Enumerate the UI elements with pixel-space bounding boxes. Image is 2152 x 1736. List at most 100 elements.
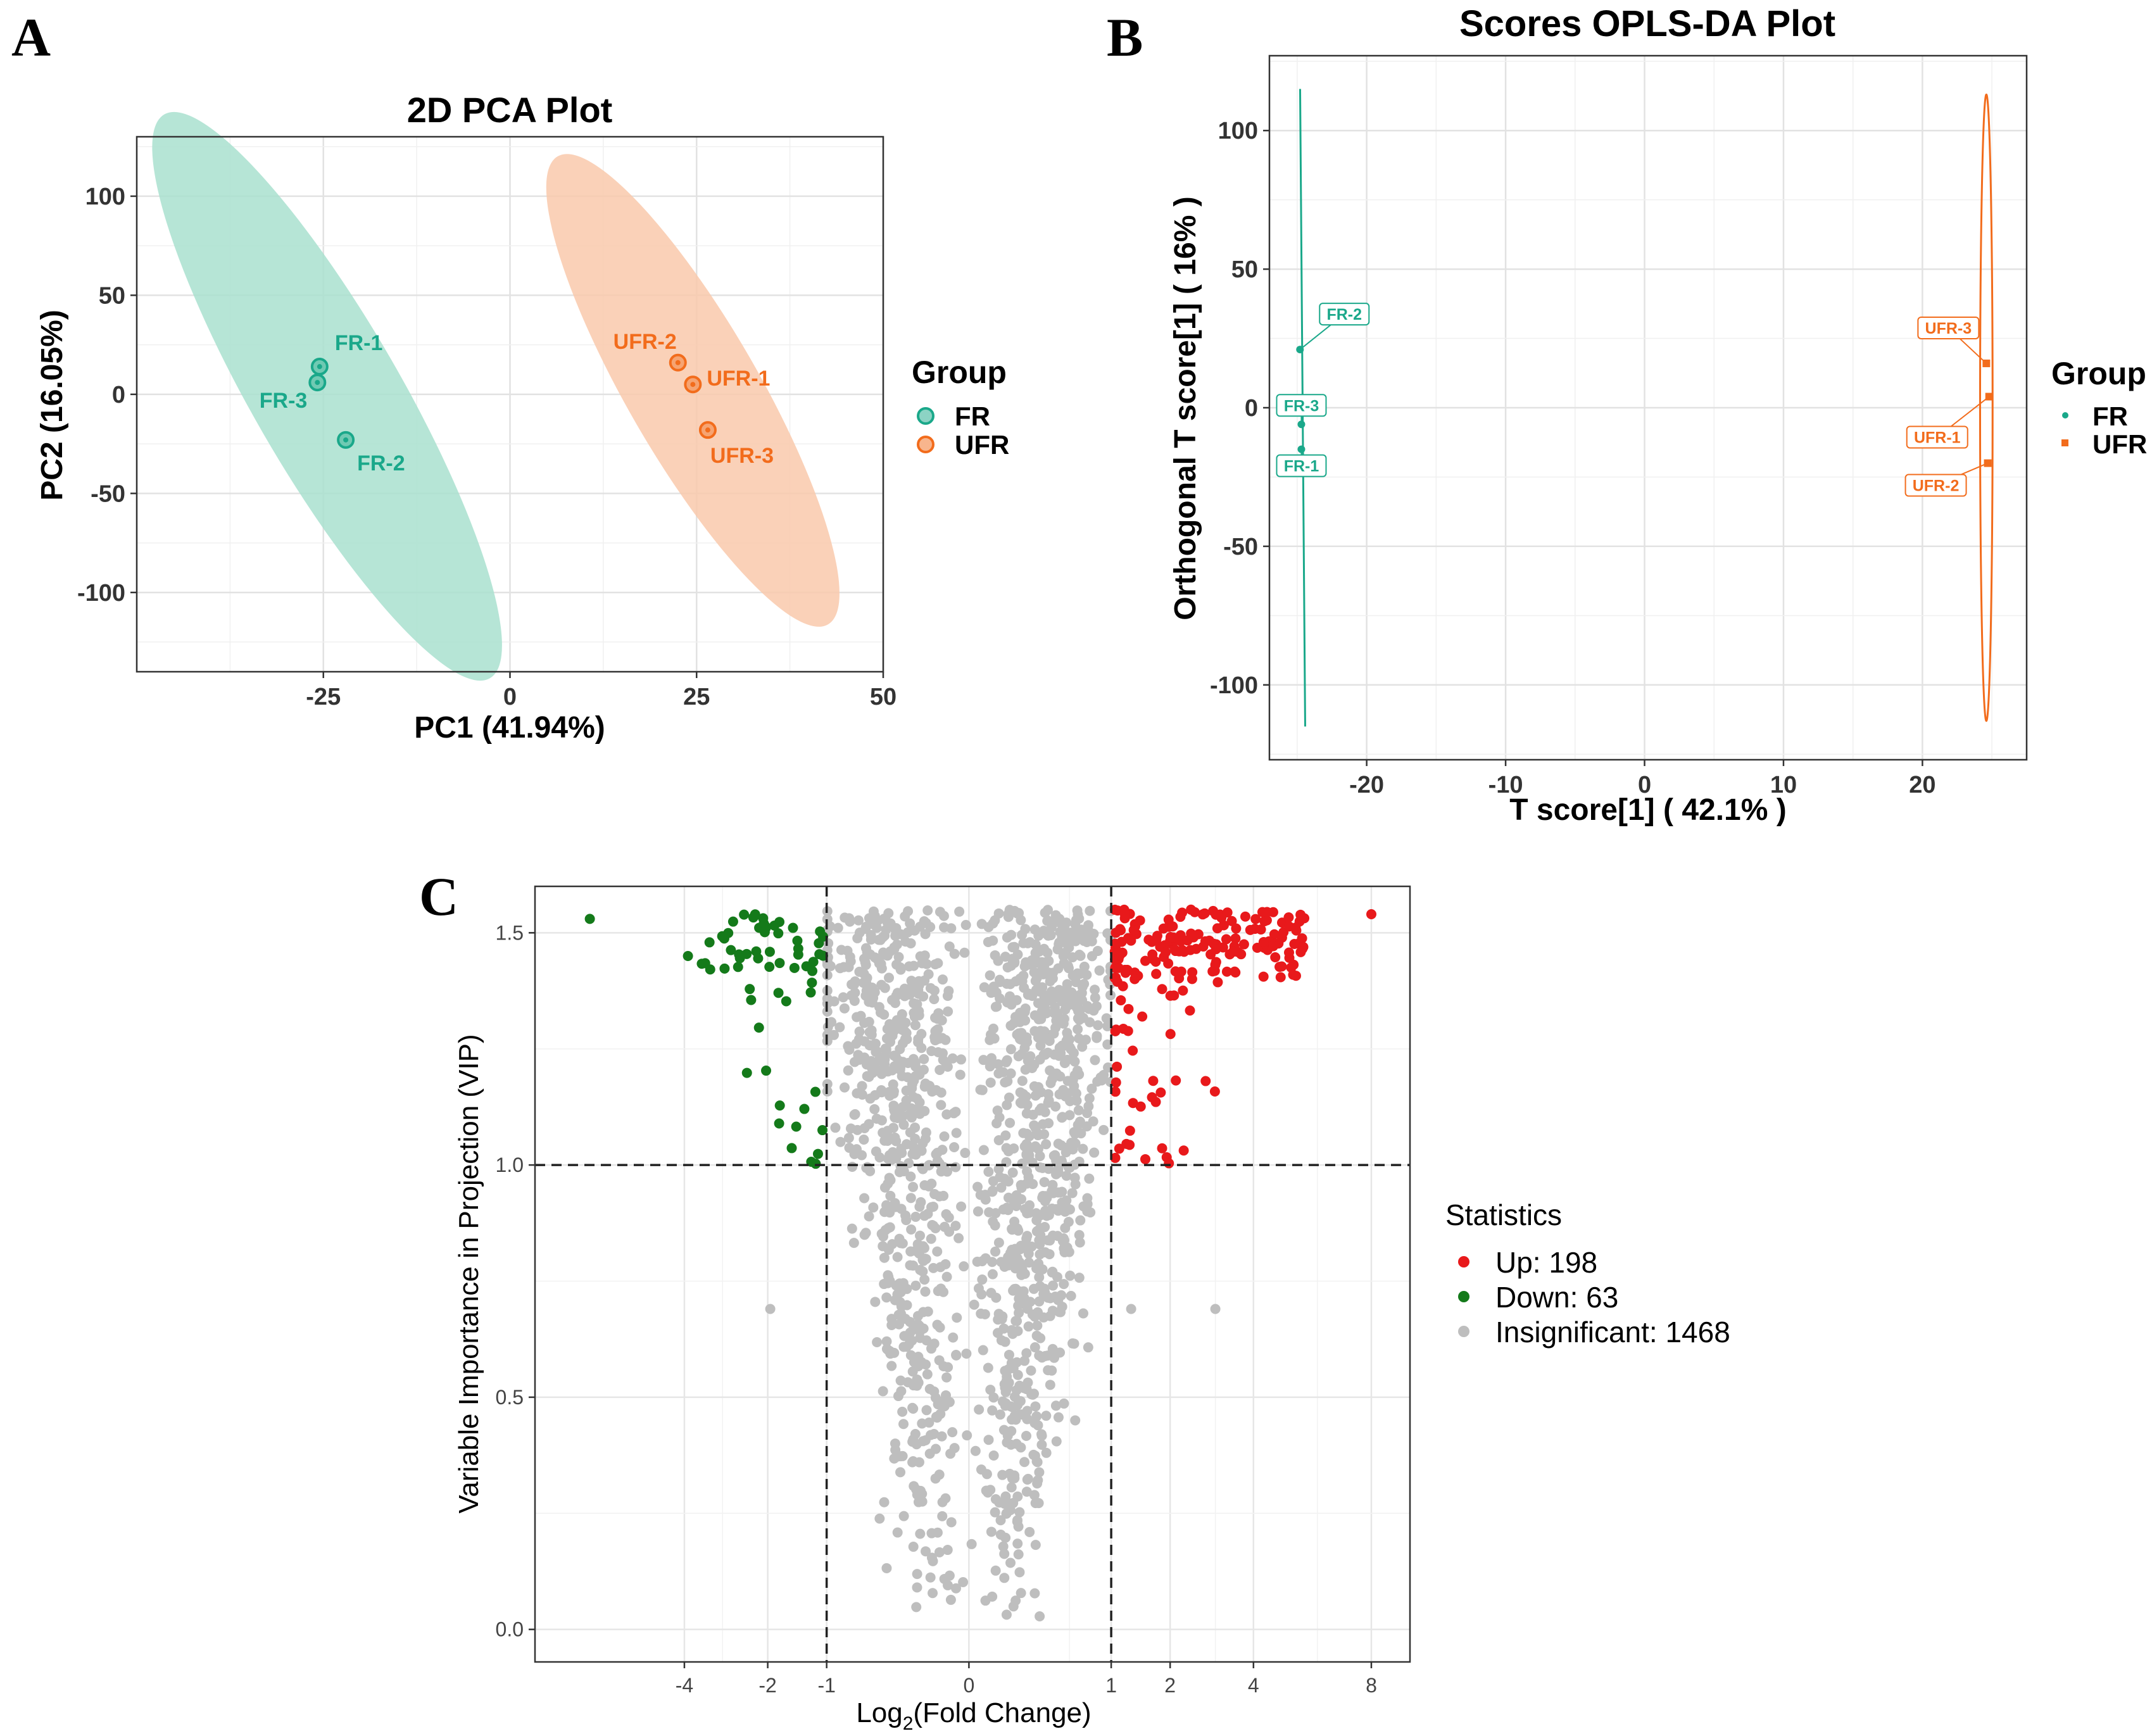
volcano-point-insig xyxy=(914,976,924,986)
volcano-point-insig xyxy=(944,941,955,952)
pca-point-core-fr-1 xyxy=(317,364,322,370)
volcano-point-down xyxy=(734,953,745,964)
volcano-point-insig xyxy=(930,1223,941,1233)
volcano-point-up xyxy=(1176,966,1186,977)
volcano-point-insig xyxy=(1015,1087,1026,1098)
volcano-point-insig xyxy=(1063,1216,1074,1227)
volcano-point-insig xyxy=(983,1435,994,1445)
volcano-point-insig xyxy=(859,969,869,979)
volcano-point-insig xyxy=(943,1212,954,1223)
volcano-point-insig xyxy=(1074,1230,1085,1240)
volcano-point-insig xyxy=(1019,1269,1030,1280)
volcano-point-insig xyxy=(1000,1077,1010,1088)
volcano-point-insig xyxy=(1038,969,1049,979)
volcano-point-down xyxy=(719,963,730,974)
oplsda-x-tick-label: -10 xyxy=(1488,772,1523,798)
volcano-point-insig xyxy=(978,1145,989,1155)
volcano-point-insig xyxy=(926,1178,937,1189)
volcano-point-up xyxy=(1178,1145,1189,1156)
volcano-point-insig xyxy=(1023,988,1034,999)
volcano-point-up xyxy=(1147,1092,1157,1103)
volcano-point-insig xyxy=(1062,960,1073,971)
volcano-point-insig xyxy=(900,911,910,922)
volcano-point-insig xyxy=(902,1034,912,1045)
volcano-point-insig xyxy=(937,974,948,985)
volcano-point-insig xyxy=(882,1024,893,1035)
volcano-point-insig xyxy=(1043,1095,1054,1106)
volcano-point-insig xyxy=(1035,1249,1045,1260)
volcano-point-insig xyxy=(886,1361,897,1371)
pca-point-label-fr-2: FR-2 xyxy=(357,451,405,475)
volcano-point-up xyxy=(1171,1075,1181,1086)
volcano-point-insig xyxy=(1051,1436,1062,1447)
volcano-point-up xyxy=(1200,936,1211,947)
volcano-legend-up-marker xyxy=(1458,1256,1469,1267)
volcano-point-down xyxy=(704,937,715,948)
volcano-point-insig xyxy=(1045,1380,1055,1390)
oplsda-x-tick-label: 0 xyxy=(1638,772,1651,798)
volcano-point-down xyxy=(807,978,817,988)
volcano-point-insig xyxy=(1034,1350,1045,1361)
volcano-point-up xyxy=(1250,914,1261,924)
volcano-point-insig xyxy=(1089,1147,1100,1158)
volcano-point-down xyxy=(773,928,784,939)
volcano-point-insig xyxy=(995,1529,1006,1540)
volcano-point-insig xyxy=(872,1337,883,1347)
volcano-point-insig xyxy=(939,1131,950,1142)
volcano-point-insig xyxy=(1005,1068,1016,1079)
volcano-point-insig xyxy=(846,1223,857,1234)
volcano-point-insig xyxy=(939,1573,950,1584)
volcano-point-down xyxy=(799,1104,810,1114)
volcano-point-insig xyxy=(993,1068,1004,1079)
volcano-point-outlier-up xyxy=(1366,909,1376,920)
volcano-point-insig xyxy=(1010,1243,1021,1254)
volcano-point-down xyxy=(788,922,798,933)
volcano-point-insig xyxy=(985,1035,995,1045)
volcano-point-up xyxy=(1269,929,1280,940)
oplsda-y-tick-label: 100 xyxy=(1218,118,1258,144)
oplsda-label-box-fr-2 xyxy=(1319,303,1370,326)
volcano-point-down xyxy=(806,1156,817,1167)
volcano-point-insig xyxy=(860,943,871,953)
volcano-point-insig xyxy=(959,947,970,958)
volcano-point-insig xyxy=(956,1054,967,1065)
volcano-point-insig xyxy=(1054,1089,1065,1100)
pca-legend-ufr-label: UFR xyxy=(955,430,1009,460)
volcano-point-insig xyxy=(1004,905,1015,915)
volcano-point-down xyxy=(745,984,755,995)
volcano-point-insig xyxy=(1034,947,1045,957)
volcano-point-insig xyxy=(959,1261,969,1272)
volcano-point-insig xyxy=(911,1602,922,1613)
volcano-point-insig xyxy=(892,1289,903,1300)
volcano-point-insig xyxy=(1002,932,1012,943)
volcano-point-insig xyxy=(1069,1159,1080,1170)
volcano-point-insig xyxy=(1020,1015,1031,1026)
volcano-point-insig xyxy=(979,1309,990,1319)
volcano-point-up xyxy=(1112,1061,1123,1072)
volcano-point-down xyxy=(805,987,816,998)
volcano-point-insig xyxy=(1074,1116,1085,1127)
volcano-point-up xyxy=(1135,1101,1146,1112)
volcano-point-up xyxy=(1128,1045,1138,1056)
volcano-point-insig xyxy=(895,1297,905,1307)
volcano-point-down xyxy=(807,965,818,976)
oplsda-title: Scores OPLS-DA Plot xyxy=(1459,3,1835,44)
volcano-point-up xyxy=(1128,925,1139,936)
volcano-point-insig xyxy=(987,1405,998,1416)
pca-x-tick-label: 0 xyxy=(503,684,517,710)
pca-legend-fr-label: FR xyxy=(955,401,990,431)
volcano-point-insig xyxy=(1024,1207,1035,1218)
volcano-point-insig xyxy=(924,1417,934,1428)
volcano-point-insig xyxy=(998,1541,1009,1552)
volcano-point-insig xyxy=(1016,915,1026,926)
pca-point-core-fr-2 xyxy=(343,437,349,443)
pca-points xyxy=(308,353,717,449)
volcano-point-insig xyxy=(970,1445,981,1456)
volcano-point-down xyxy=(810,1086,821,1097)
volcano-point-up xyxy=(1222,907,1233,918)
volcano-y-tick-label: 0.0 xyxy=(496,1618,524,1641)
volcano-point-insig xyxy=(879,930,890,941)
volcano-point-outlier-insig xyxy=(1210,1304,1221,1314)
volcano-point-insig xyxy=(936,1087,947,1098)
volcano-point-insig xyxy=(887,1065,898,1076)
